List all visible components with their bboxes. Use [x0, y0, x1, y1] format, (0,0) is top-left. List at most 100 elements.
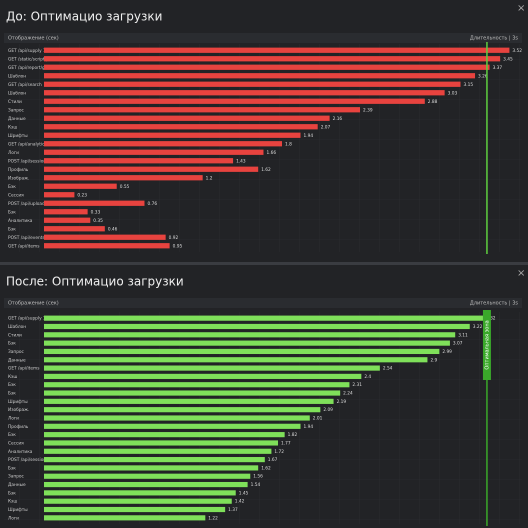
value-label: 1.54	[251, 482, 261, 488]
category-label: Шрифты	[8, 133, 28, 139]
category-label: Аналитика	[8, 218, 33, 224]
bar	[44, 56, 501, 62]
value-label: 0.35	[93, 218, 103, 224]
bar	[44, 498, 232, 504]
close-button[interactable]: ×	[517, 268, 525, 279]
value-label: 1.37	[228, 507, 238, 513]
category-label: GET /api/items	[8, 243, 40, 249]
value-label: 0.55	[120, 184, 130, 190]
chart-header	[4, 33, 522, 43]
category-label: Данные	[8, 116, 26, 122]
category-label: Стили	[8, 332, 22, 338]
bar	[44, 490, 236, 496]
bar	[44, 448, 272, 454]
bar	[44, 47, 510, 53]
chart-subtitle: Отображение (сек)	[8, 301, 59, 307]
bar	[44, 141, 282, 147]
category-label: GET /api/items	[8, 366, 40, 372]
threshold-badge	[482, 310, 491, 380]
category-label: Запрос	[8, 107, 25, 113]
bar	[44, 124, 318, 130]
category-label: Бэк	[8, 226, 16, 232]
bar	[44, 398, 334, 404]
value-label: 1.94	[304, 133, 314, 139]
category-label: Изображ.	[8, 407, 29, 413]
category-label: Бэк	[8, 209, 16, 215]
value-label: 0.23	[77, 192, 87, 198]
bar	[44, 457, 265, 463]
bar	[44, 183, 117, 189]
value-label: 1.2	[206, 175, 213, 181]
value-label: 2.99	[442, 349, 452, 355]
category-label: Бэк	[8, 465, 16, 471]
bar	[44, 390, 341, 396]
value-label: 1.72	[274, 449, 284, 455]
value-label: 3.22	[473, 324, 483, 330]
category-label: Шаблон	[8, 73, 26, 79]
category-label: Логи	[8, 150, 19, 156]
bar	[44, 423, 301, 429]
bar	[44, 348, 440, 355]
category-label: POST /api/upload	[8, 201, 45, 207]
category-label: Шрифты	[8, 399, 28, 405]
value-label: 3.15	[464, 82, 474, 88]
category-label: Шрифты	[8, 507, 28, 513]
bar	[44, 107, 361, 113]
category-label: Запрос	[8, 474, 25, 480]
value-label: 1.45	[239, 490, 249, 496]
category-label: GET /api/search	[8, 82, 42, 88]
value-label: 0.92	[169, 235, 179, 241]
category-label: Логи	[8, 515, 19, 521]
value-label: 0.33	[91, 209, 101, 215]
category-label: GET /api/supply 1	[8, 316, 46, 322]
category-label: Бэк	[8, 184, 16, 190]
chart-subtitle-right: Длительность | 3s	[470, 301, 518, 307]
category-label: Сессия	[8, 440, 24, 446]
bar	[44, 243, 170, 249]
category-label: Бэк	[8, 490, 16, 496]
value-label: 1.8	[285, 141, 292, 147]
bar	[44, 481, 248, 488]
chart-header	[4, 298, 522, 308]
value-label: 1.62	[261, 167, 271, 173]
value-label: 2.07	[321, 124, 331, 130]
value-label: 2.39	[363, 107, 373, 113]
bar	[44, 81, 461, 87]
bar	[44, 175, 203, 181]
bar	[44, 365, 380, 371]
bar	[44, 192, 75, 198]
value-label: 3.26	[478, 73, 488, 79]
bar	[44, 407, 321, 413]
bar	[44, 373, 362, 379]
close-button[interactable]: ×	[517, 3, 525, 14]
category-label: Кэш	[8, 124, 17, 130]
bar	[44, 415, 310, 421]
divider	[0, 262, 528, 265]
category-label: Данные	[8, 482, 26, 488]
category-label: Кэш	[8, 374, 17, 380]
bar	[44, 340, 450, 346]
bar	[44, 209, 88, 215]
value-label: 2.9	[430, 357, 437, 363]
chart-subtitle: Отображение (сек)	[8, 36, 59, 42]
value-label: 1.43	[236, 158, 246, 164]
value-label: 2.24	[343, 391, 353, 397]
bar	[44, 234, 166, 240]
value-label: 0.76	[147, 201, 157, 207]
value-label: 1.56	[253, 474, 263, 480]
value-label: 3.11	[458, 332, 468, 338]
value-label: 1.77	[281, 440, 291, 446]
value-label: 1.94	[304, 424, 314, 430]
panel-title: После: Оптимацио загрузки	[6, 275, 184, 289]
bar	[44, 506, 226, 513]
category-label: Сессия	[8, 192, 24, 198]
value-label: 0.95	[173, 243, 183, 249]
bar	[44, 465, 259, 471]
value-label: 1.22	[208, 515, 218, 521]
bar	[44, 332, 456, 338]
bar	[44, 226, 105, 232]
panel-title: До: Оптимацио загрузки	[6, 10, 162, 24]
category-label: GET /api/analytics	[8, 141, 47, 147]
value-label: 3.03	[448, 90, 458, 96]
value-label: 3.37	[493, 65, 503, 71]
